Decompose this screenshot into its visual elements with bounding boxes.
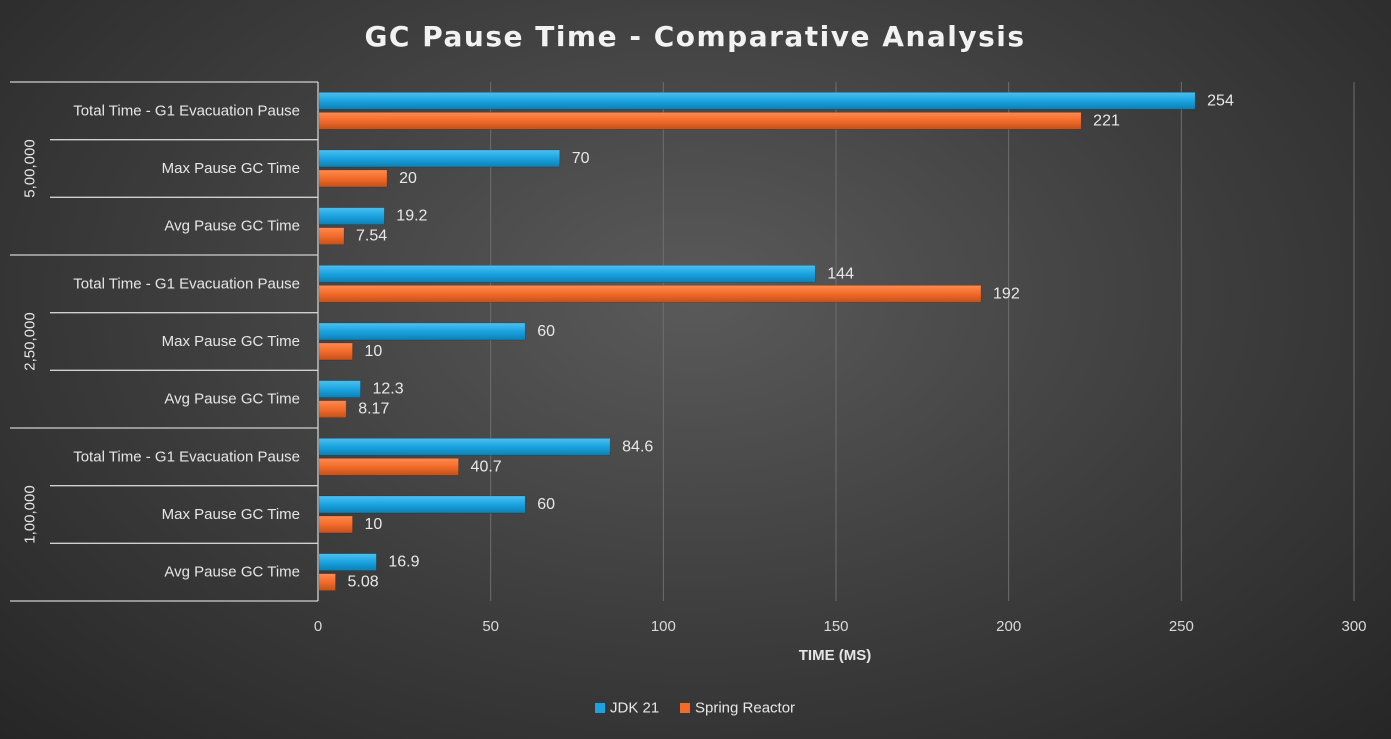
x-tick-label: 300 bbox=[1341, 618, 1366, 635]
data-label: 5.08 bbox=[348, 574, 379, 591]
x-tick-label: 250 bbox=[1169, 618, 1194, 635]
data-label: 12.3 bbox=[372, 381, 403, 398]
data-label: 10 bbox=[365, 516, 383, 533]
data-label: 40.7 bbox=[471, 458, 502, 475]
legend-swatch bbox=[680, 703, 690, 713]
x-axis-title: TIME (MS) bbox=[799, 647, 872, 664]
data-label: 221 bbox=[1093, 112, 1120, 129]
bar-jdk21 bbox=[318, 92, 1196, 110]
data-label: 144 bbox=[827, 265, 854, 282]
bar-spring-reactor bbox=[318, 400, 347, 418]
bar-spring-reactor bbox=[318, 227, 345, 245]
x-tick-label: 100 bbox=[651, 618, 676, 635]
bar-spring-reactor bbox=[318, 285, 982, 303]
data-label: 16.9 bbox=[388, 554, 419, 571]
data-label: 7.54 bbox=[356, 228, 387, 245]
category-label: Total Time - G1 Evacuation Pause bbox=[73, 448, 300, 465]
legend-swatch bbox=[595, 703, 605, 713]
category-label: Max Pause GC Time bbox=[162, 160, 300, 177]
gridlines bbox=[490, 82, 1355, 601]
bar-spring-reactor bbox=[318, 573, 336, 591]
category-label: Avg Pause GC Time bbox=[164, 564, 300, 581]
category-label: Max Pause GC Time bbox=[162, 506, 300, 523]
category-label: Total Time - G1 Evacuation Pause bbox=[73, 275, 300, 292]
data-label: 254 bbox=[1207, 92, 1234, 109]
bar-spring-reactor bbox=[318, 515, 353, 534]
bar-jdk21 bbox=[318, 265, 816, 283]
chart-title: GC Pause Time - Comparative Analysis bbox=[364, 20, 1025, 53]
bar-jdk21 bbox=[318, 322, 526, 341]
bar-jdk21 bbox=[318, 553, 377, 571]
bar-spring-reactor bbox=[318, 458, 459, 476]
data-label: 60 bbox=[537, 323, 555, 340]
group-label: 1,00,000 bbox=[22, 485, 39, 543]
group-label: 5,00,000 bbox=[22, 139, 39, 197]
group-label: 2,50,000 bbox=[22, 312, 39, 370]
data-label: 10 bbox=[365, 343, 383, 360]
bar-jdk21 bbox=[318, 207, 385, 225]
x-tick-label: 150 bbox=[823, 618, 848, 635]
x-tick-label: 200 bbox=[996, 618, 1021, 635]
x-tick-label: 0 bbox=[314, 618, 322, 635]
data-label: 192 bbox=[993, 285, 1020, 302]
legend-label: JDK 21 bbox=[610, 700, 659, 717]
data-label: 70 bbox=[572, 150, 590, 167]
category-label: Avg Pause GC Time bbox=[164, 218, 300, 235]
category-axis: 5,00,000 Total Time - G1 Evacuation Pause… bbox=[10, 81, 319, 602]
legend-label: Spring Reactor bbox=[695, 700, 795, 717]
bars bbox=[318, 92, 1196, 591]
data-labels: 254 70 19.2 144 60 12.3 84.6 60 16.9 221 20 7.54 192… bbox=[348, 92, 1234, 590]
bar-jdk21 bbox=[318, 149, 561, 168]
bar-spring-reactor bbox=[318, 169, 388, 188]
data-label: 84.6 bbox=[622, 438, 653, 455]
bar-spring-reactor bbox=[318, 342, 353, 361]
category-label: Total Time - G1 Evacuation Pause bbox=[73, 102, 300, 119]
bar-spring-reactor bbox=[318, 112, 1082, 130]
legend: JDK 21 Spring Reactor bbox=[595, 700, 795, 717]
data-label: 8.17 bbox=[358, 401, 389, 418]
data-label: 20 bbox=[399, 170, 417, 187]
bar-jdk21 bbox=[318, 438, 611, 456]
data-label: 19.2 bbox=[396, 208, 427, 225]
bar-jdk21 bbox=[318, 380, 361, 398]
x-axis-ticks: 0 50 100 150 200 250 300 bbox=[314, 618, 1367, 635]
category-label: Max Pause GC Time bbox=[162, 333, 300, 350]
data-label: 60 bbox=[537, 496, 555, 513]
x-tick-label: 50 bbox=[482, 618, 499, 635]
bar-jdk21 bbox=[318, 495, 526, 514]
category-label: Avg Pause GC Time bbox=[164, 391, 300, 408]
